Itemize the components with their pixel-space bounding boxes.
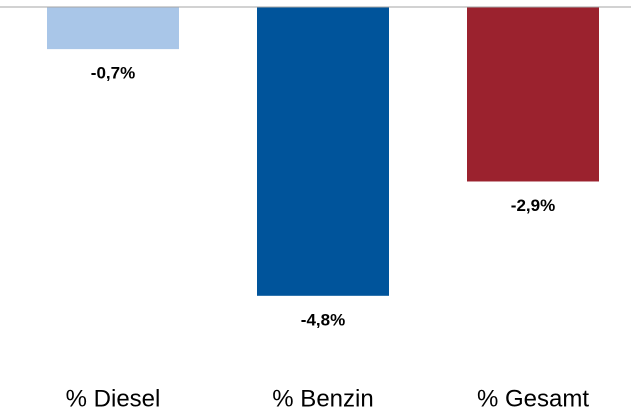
- bar: [467, 7, 599, 182]
- bar: [47, 7, 179, 50]
- x-tick-label: % Gesamt: [477, 385, 589, 412]
- value-label: -2,9%: [511, 196, 555, 215]
- value-label: -4,8%: [301, 310, 345, 329]
- bar: [257, 7, 389, 296]
- value-label: -0,7%: [91, 64, 135, 83]
- x-tick-label: % Diesel: [66, 385, 161, 412]
- x-tick-label: % Benzin: [272, 385, 373, 412]
